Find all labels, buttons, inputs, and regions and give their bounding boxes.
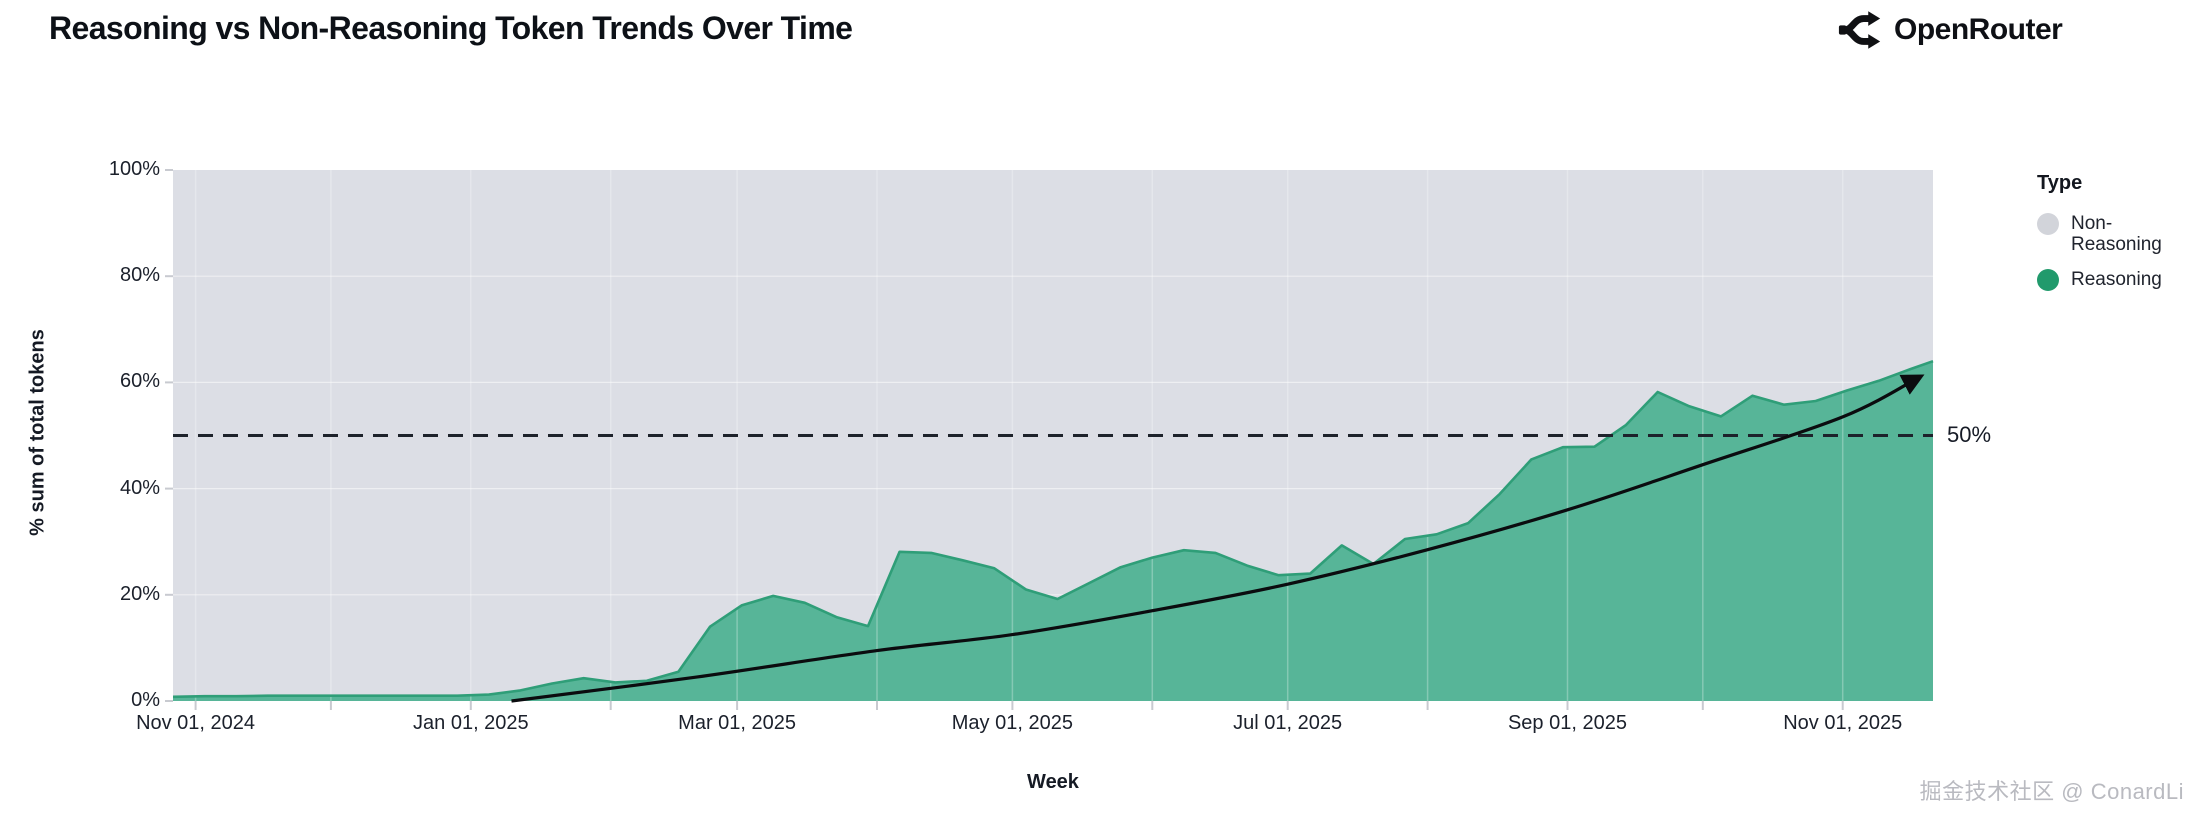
y-tick-label: 60% — [119, 370, 160, 393]
legend-title: Type — [2037, 172, 2083, 194]
legend-item-reasoning: Reasoning — [2037, 268, 2202, 291]
reference-line-label: 50% — [1947, 421, 1992, 447]
x-tick-label: Sep 01, 2025 — [1507, 712, 1627, 734]
x-axis-title: Week — [1027, 771, 1079, 793]
brand-name: OpenRouter — [1894, 13, 2063, 46]
non-reasoning-swatch-icon — [2037, 213, 2059, 235]
y-tick-label: 0% — [131, 689, 160, 711]
x-tick-label: Nov 01, 2024 — [136, 712, 256, 734]
legend-item-non-reasoning: Non-Reasoning — [2037, 213, 2202, 256]
y-tick-label: 100% — [108, 158, 160, 180]
y-tick-label: 20% — [119, 582, 160, 605]
watermark: 掘金技术社区 @ ConardLi — [1919, 779, 2184, 804]
x-tick-label: Jul 01, 2025 — [1233, 712, 1343, 734]
x-tick-label: Mar 01, 2025 — [678, 712, 797, 734]
x-tick-label: Nov 01, 2025 — [1783, 712, 1903, 734]
x-tick-label: Jan 01, 2025 — [413, 712, 529, 734]
page-title: Reasoning vs Non-Reasoning Token Trends … — [49, 10, 853, 46]
y-tick-label: 40% — [119, 476, 160, 499]
brand-logo: OpenRouter — [1838, 8, 2063, 52]
reasoning-swatch-icon — [2037, 268, 2059, 291]
legend: Type Non-Reasoning Reasoning — [2037, 172, 2202, 304]
legend-label: Non-Reasoning — [2071, 213, 2162, 256]
y-tick-label: 80% — [119, 264, 160, 287]
x-tick-label: May 01, 2025 — [951, 712, 1073, 734]
y-axis-title: % sum of total tokens — [26, 329, 49, 536]
legend-label: Reasoning — [2071, 268, 2162, 290]
openrouter-icon — [1838, 11, 1881, 49]
